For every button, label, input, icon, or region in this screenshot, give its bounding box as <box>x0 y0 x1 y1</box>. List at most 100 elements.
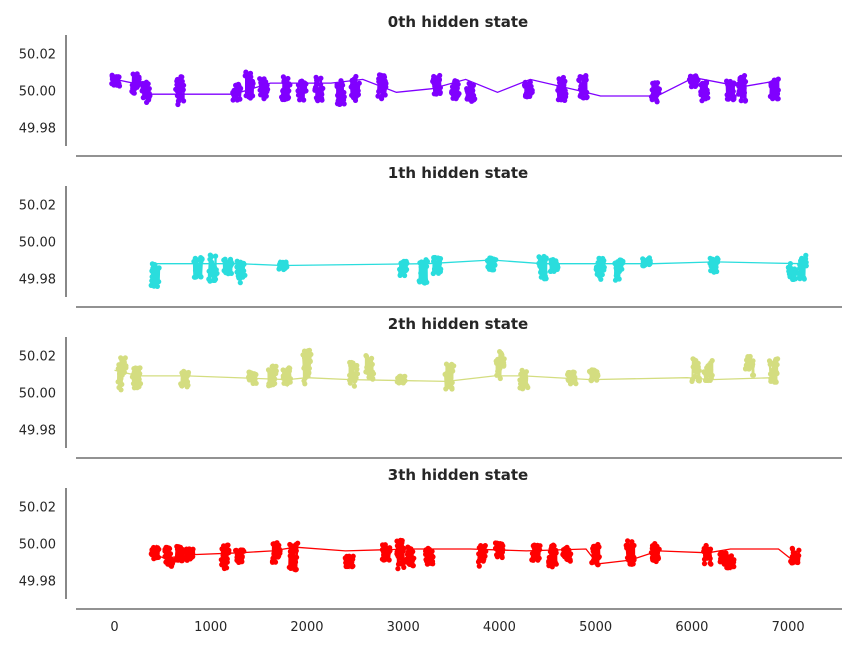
data-cluster <box>221 256 235 277</box>
data-cluster <box>234 258 248 286</box>
data-cluster <box>735 73 749 104</box>
cluster-trace <box>271 542 282 563</box>
data-cluster <box>586 367 601 384</box>
panel-1: 1th hidden state 50.02 50.00 49.98 <box>19 164 842 308</box>
data-cluster <box>162 544 176 569</box>
data-cluster <box>280 365 294 388</box>
cluster-trace <box>591 544 601 566</box>
cluster-trace <box>130 73 142 94</box>
data-cluster <box>689 356 703 384</box>
data-cluster <box>279 74 293 103</box>
data-cluster <box>348 73 362 103</box>
cluster-trace <box>179 370 190 390</box>
data-cluster <box>233 547 247 566</box>
panel-title: 3th hidden state <box>388 466 528 484</box>
data-point <box>692 373 698 379</box>
cluster-trace <box>769 79 780 99</box>
y-tick-label: 50.00 <box>19 236 56 251</box>
series-line <box>150 546 796 565</box>
cluster-trace <box>184 546 195 561</box>
data-cluster <box>576 73 590 101</box>
data-cluster <box>230 81 244 103</box>
data-cluster <box>182 546 196 563</box>
data-cluster <box>375 72 389 102</box>
cluster-trace <box>395 540 405 569</box>
series-line <box>115 76 775 97</box>
series-line <box>154 259 803 267</box>
data-cluster <box>555 74 569 103</box>
data-cluster <box>788 545 802 566</box>
cluster-trace <box>376 74 388 99</box>
data-cluster <box>363 353 377 382</box>
data-cluster <box>464 80 478 104</box>
data-cluster <box>342 553 356 570</box>
y-tick-label: 50.02 <box>19 48 56 63</box>
data-cluster <box>560 544 574 564</box>
data-cluster <box>129 365 144 391</box>
x-tick-label: 5000 <box>579 620 612 635</box>
panel-title: 1th hidden state <box>388 164 528 182</box>
data-cluster <box>648 541 662 565</box>
data-cluster <box>766 356 781 385</box>
cluster-trace <box>117 357 127 390</box>
x-tick-label: 2000 <box>290 620 323 635</box>
cluster-trace <box>650 82 661 102</box>
cluster-trace <box>578 74 589 98</box>
cluster-trace <box>708 257 720 273</box>
cluster-trace <box>768 358 779 383</box>
data-cluster <box>286 540 301 573</box>
data-cluster <box>640 255 653 269</box>
cluster-trace <box>725 555 735 571</box>
cluster-trace <box>344 556 355 570</box>
data-cluster <box>698 79 711 104</box>
y-tick-label: 50.00 <box>19 85 56 100</box>
cluster-trace <box>267 366 278 387</box>
data-cluster <box>701 358 715 384</box>
data-cluster <box>701 542 714 567</box>
cluster-trace <box>523 82 534 98</box>
y-tick-label: 49.98 <box>19 122 56 137</box>
data-cluster <box>115 355 129 393</box>
cluster-trace <box>336 80 346 107</box>
cluster-trace <box>744 356 755 376</box>
panel-title: 2th hidden state <box>388 315 528 333</box>
cluster-trace <box>301 350 312 384</box>
cluster-trace <box>650 543 661 562</box>
cluster-trace <box>625 540 636 567</box>
cluster-trace <box>235 547 245 563</box>
cluster-trace <box>348 362 359 387</box>
x-tick-label: 0 <box>110 620 118 635</box>
data-cluster <box>178 368 192 390</box>
cluster-trace <box>247 372 258 386</box>
data-cluster <box>295 78 309 103</box>
panel-2: 2th hidden state 50.02 50.00 49.98 <box>19 315 842 459</box>
y-tick-label: 50.02 <box>19 350 56 365</box>
cluster-trace <box>444 364 455 390</box>
cluster-trace <box>477 543 487 567</box>
cluster-trace <box>537 256 548 279</box>
data-cluster <box>623 538 637 567</box>
data-cluster <box>394 537 407 572</box>
cluster-trace <box>789 548 800 564</box>
cluster-trace <box>561 547 572 562</box>
data-cluster <box>767 76 781 102</box>
y-tick-label: 50.00 <box>19 538 56 553</box>
cluster-trace <box>432 256 442 274</box>
cluster-trace <box>566 371 577 384</box>
cluster-trace <box>424 548 435 565</box>
cluster-trace <box>296 81 308 102</box>
cluster-trace <box>595 258 606 280</box>
data-cluster <box>517 367 531 392</box>
data-cluster <box>403 544 417 569</box>
cluster-trace <box>494 541 504 558</box>
data-cluster <box>265 363 279 389</box>
y-tick-label: 49.98 <box>19 273 56 288</box>
cluster-trace <box>235 260 246 283</box>
y-tick-label: 49.98 <box>19 575 56 590</box>
x-tick-label: 3000 <box>387 620 420 635</box>
data-cluster <box>536 253 549 282</box>
data-cluster <box>245 369 259 386</box>
cluster-trace <box>150 263 161 287</box>
data-cluster <box>442 361 457 392</box>
